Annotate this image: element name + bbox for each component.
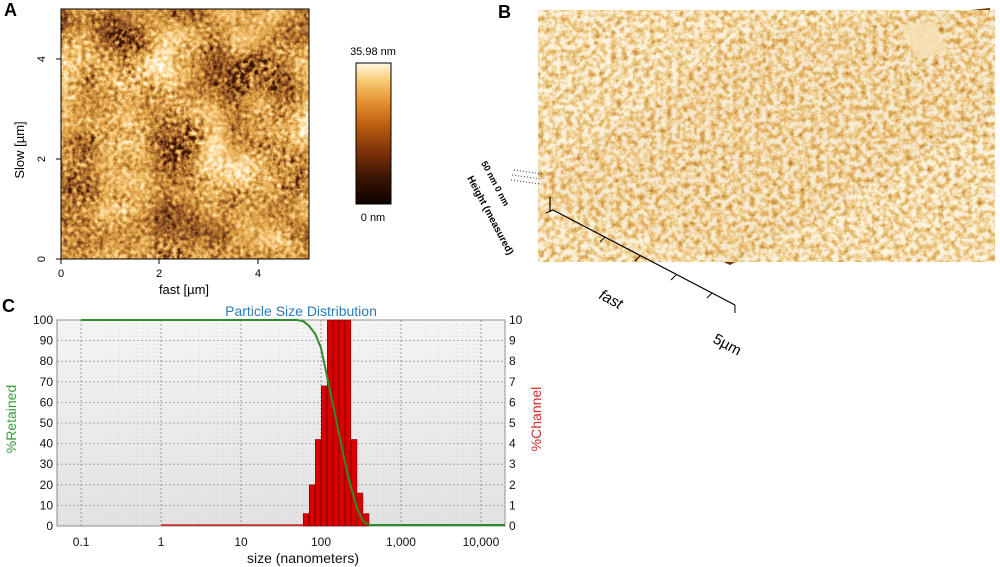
afm-y-tick-label: 0 <box>36 256 48 262</box>
psd-bar <box>351 439 358 527</box>
psd-x-tick-label: 0.1 <box>73 535 90 549</box>
psd-y-left-tick-label: 90 <box>40 334 54 348</box>
colorbar-min-label: 0 nm <box>361 212 385 224</box>
psd-x-tick-label: 10 <box>234 535 248 549</box>
psd-y-right-tick-label: 9 <box>509 334 516 348</box>
psd-y-left-tick-label: 70 <box>40 375 54 389</box>
psd-bar <box>327 319 334 527</box>
psd-x-tick-label: 100 <box>311 535 331 549</box>
psd-bar <box>302 513 309 527</box>
psd-y-left-tick-label: 80 <box>40 354 54 368</box>
psd-y-left-tick-label: 50 <box>40 416 54 430</box>
fast-axis-tick <box>599 236 606 243</box>
psd-bar <box>308 484 316 527</box>
afm-y-tick-label: 4 <box>36 56 48 62</box>
afm-x-tick-label: 0 <box>58 268 64 280</box>
psd-y-right-tick-label: 3 <box>509 457 516 471</box>
panel-label-c: C <box>2 296 15 316</box>
afm-y-tick-label: 2 <box>36 156 48 162</box>
fast-axis-label: fast <box>596 287 626 314</box>
z-axis-minor-ticks <box>510 169 543 185</box>
psd-bar <box>339 319 346 527</box>
psd-y-left-tick-label: 20 <box>40 478 54 492</box>
psd-bar <box>315 439 322 527</box>
psd-y-right-tick-label: 7 <box>509 375 516 389</box>
afm-map-axes: 0 2 4 fast [µm] 0 2 4 Slow [µm] <box>12 56 261 297</box>
psd-y-right-tick-label: 1 <box>509 498 516 512</box>
psd-y-left-tick-label: 40 <box>40 437 54 451</box>
psd-x-tick-label: 1,000 <box>386 535 416 549</box>
afm-height-map <box>60 8 310 260</box>
afm-colorbar: 35.98 nm 0 nm <box>350 46 396 224</box>
fast-axis-tick <box>706 292 713 299</box>
surface-texture <box>538 10 995 262</box>
psd-bar <box>321 385 328 527</box>
psd-y-left-tick-label: 30 <box>40 457 54 471</box>
psd-y-right-tick-label: 4 <box>509 437 516 451</box>
afm-y-axis-label: Slow [µm] <box>12 121 27 178</box>
colorbar-max-label: 35.98 nm <box>350 46 396 58</box>
psd-y-left-tick-label: 10 <box>40 498 54 512</box>
psd-y-left-tick-label: 0 <box>46 519 53 533</box>
psd-y-right-tick-label: 10 <box>509 313 523 327</box>
afm-3d-surface <box>538 8 995 265</box>
afm-map-frame <box>60 8 310 260</box>
afm-x-tick-label: 4 <box>255 268 261 280</box>
surface-highlight <box>900 22 948 60</box>
psd-y-right-tick-label: 2 <box>509 478 516 492</box>
psd-y-right-tick-label: 5 <box>509 416 516 430</box>
afm-map-image <box>61 9 309 259</box>
psd-y-right-tick-label: 6 <box>509 395 516 409</box>
psd-title: Particle Size Distribution <box>225 303 377 319</box>
z-axis-label: Height (measured) <box>464 174 515 257</box>
fast-axis-end-label: 5µm <box>710 331 744 360</box>
afm-x-tick-label: 2 <box>156 268 162 280</box>
psd-x-tick-label: 10,000 <box>463 535 500 549</box>
psd-y-left-tick-label: 100 <box>33 313 53 327</box>
psd-tick-labels: 0 0 10 1 20 2 30 3 40 4 50 5 60 6 70 7 80 8 90 9 100 10 0.1 1 10… <box>33 313 523 549</box>
psd-chart: 0 0 10 1 20 2 30 3 40 4 50 5 60 6 70 7 80 8 90 9 100 10 0.1 1 10… <box>3 303 544 566</box>
afm-x-axis-label: fast [µm] <box>159 282 209 297</box>
psd-x-tick-label: 1 <box>158 535 165 549</box>
psd-bar <box>345 319 352 527</box>
series-line-retained <box>81 319 505 526</box>
psd-y-right-tick-label: 0 <box>509 519 516 533</box>
psd-y-left-label: %Retained <box>3 385 19 454</box>
fast-axis-tick <box>670 274 677 281</box>
psd-y-left-tick-label: 60 <box>40 395 54 409</box>
psd-y-right-tick-label: 8 <box>509 354 516 368</box>
fast-axis-tick <box>634 255 641 262</box>
psd-x-axis-label: size (nanometers) <box>247 550 359 566</box>
panel-label-a: A <box>4 0 17 20</box>
colorbar-gradient <box>355 62 392 205</box>
fast-axis-line <box>552 209 736 306</box>
psd-y-right-label: %Channel <box>528 387 544 452</box>
panel-label-b: B <box>498 2 511 22</box>
